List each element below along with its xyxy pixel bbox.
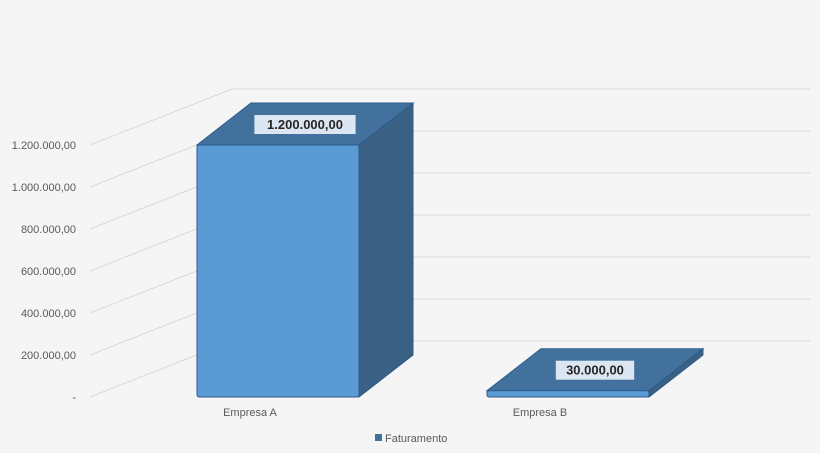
- legend-label-faturamento: Faturamento: [385, 433, 447, 445]
- data-label-box: [555, 360, 635, 380]
- data-label-box: [254, 115, 356, 134]
- data-label-text: 1.200.000,00: [267, 117, 343, 132]
- x-axis: Empresa A Empresa B: [223, 407, 567, 419]
- data-label-text: 30.000,00: [566, 363, 624, 378]
- y-tick-label: 1.200.000,00: [12, 140, 76, 152]
- legend-swatch-faturamento: [375, 434, 382, 441]
- bar-front-face: [196, 144, 360, 398]
- gridline: [89, 88, 810, 146]
- x-tick-label: Empresa B: [513, 407, 567, 419]
- x-tick-label: Empresa A: [223, 407, 277, 419]
- bar-side-face: [358, 101, 414, 399]
- bar-2: 30.000,00: [485, 347, 705, 399]
- bar-front-face: [486, 390, 650, 398]
- data-label: 1.200.000,00: [254, 115, 356, 134]
- y-tick-label: 1.000.000,00: [12, 182, 76, 194]
- data-label: 30.000,00: [555, 360, 635, 380]
- y-tick-label: -: [72, 392, 76, 404]
- y-tick-label: 800.000,00: [21, 224, 76, 236]
- legend: Faturamento: [375, 433, 447, 445]
- y-tick-label: 600.000,00: [21, 266, 76, 278]
- y-axis: - 200.000,00 400.000,00 600.000,00 800.000,0…: [12, 140, 77, 404]
- y-tick-label: 400.000,00: [21, 308, 76, 320]
- y-tick-label: 200.000,00: [21, 350, 76, 362]
- bars: 1.200.000,00 30.000,00: [195, 101, 705, 399]
- bar-1: 1.200.000,00: [195, 101, 415, 399]
